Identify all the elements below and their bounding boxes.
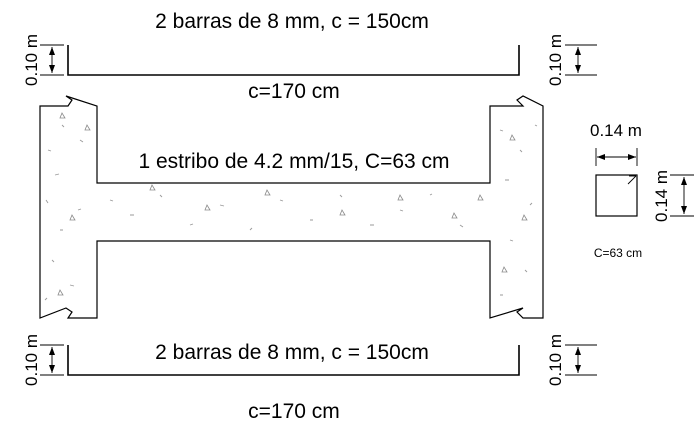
section-width-label: 0.14 m <box>590 121 642 140</box>
stirrup-section-detail: 0.14 m 0.14 m C=63 cm <box>590 121 694 260</box>
top-bar-length-label: c=170 cm <box>248 80 340 103</box>
bottom-bar-label: 2 barras de 8 mm, c = 150cm <box>155 341 429 364</box>
top-right-hook-dimension: 0.10 m <box>546 34 597 86</box>
concrete-i-shape <box>40 96 543 318</box>
top-bar-group: 2 barras de 8 mm, c = 150cm c=170 cm 0.1… <box>22 10 597 103</box>
top-bar-label: 2 barras de 8 mm, c = 150cm <box>155 10 429 33</box>
top-left-hook-label: 0.10 m <box>22 34 41 86</box>
bottom-left-hook-label: 0.10 m <box>22 334 41 386</box>
bottom-bar-group: 2 barras de 8 mm, c = 150cm c=170 cm 0.1… <box>22 334 597 423</box>
bottom-right-hook-label: 0.10 m <box>546 334 565 386</box>
top-left-hook-dimension: 0.10 m <box>22 34 64 86</box>
concrete-section: 1 estribo de 4.2 mm/15, C=63 cm <box>40 96 543 318</box>
section-perimeter-label: C=63 cm <box>594 246 642 260</box>
section-height-label: 0.14 m <box>652 170 671 222</box>
stirrup-label: 1 estribo de 4.2 mm/15, C=63 cm <box>138 150 449 173</box>
bottom-bar-length-label: c=170 cm <box>248 400 340 423</box>
bottom-right-hook-dimension: 0.10 m <box>546 334 597 386</box>
top-bar-line <box>68 45 519 75</box>
bottom-left-hook-dimension: 0.10 m <box>22 334 64 386</box>
top-right-hook-label: 0.10 m <box>546 34 565 86</box>
